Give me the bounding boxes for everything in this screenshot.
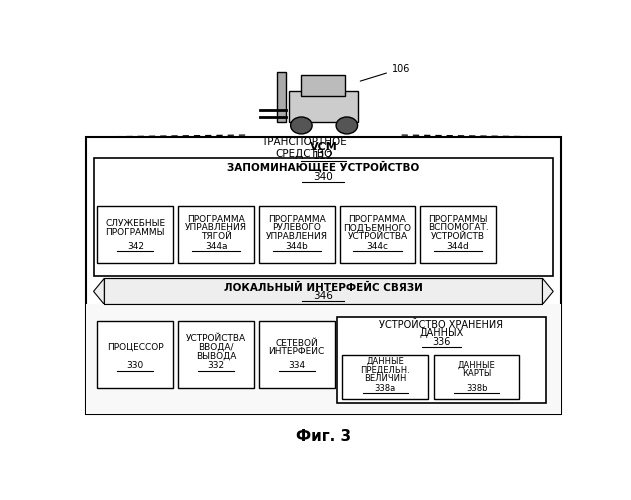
Text: 338b: 338b [466, 384, 487, 392]
Text: УСТРОЙСТВА: УСТРОЙСТВА [186, 334, 246, 344]
Text: ВЕЛИЧИН: ВЕЛИЧИН [364, 374, 406, 382]
Text: ПОДЪЕМНОГО: ПОДЪЕМНОГО [343, 224, 411, 232]
Text: ПРОГРАММА: ПРОГРАММА [348, 215, 406, 224]
FancyBboxPatch shape [97, 320, 174, 388]
Text: УСТРОЙСТВА: УСТРОЙСТВА [347, 232, 408, 241]
FancyBboxPatch shape [339, 206, 415, 264]
Text: 342: 342 [127, 242, 144, 251]
Text: УПРАВЛЕНИЯ: УПРАВЛЕНИЯ [185, 224, 247, 232]
FancyBboxPatch shape [420, 206, 496, 264]
Text: ДАННЫЕ: ДАННЫЕ [367, 357, 404, 366]
Text: 334: 334 [288, 362, 305, 370]
Text: КАРТЫ: КАРТЫ [462, 370, 492, 378]
Text: ВВОДА/: ВВОДА/ [198, 343, 234, 352]
Text: Фиг. 3: Фиг. 3 [296, 429, 351, 444]
Text: ПРОГРАММЫ: ПРОГРАММЫ [428, 215, 488, 224]
Text: ВСПОМОГАТ.: ВСПОМОГАТ. [428, 224, 488, 232]
Text: 340: 340 [314, 172, 333, 181]
Text: 344b: 344b [285, 242, 308, 251]
FancyBboxPatch shape [178, 320, 254, 388]
Text: 344c: 344c [367, 242, 389, 251]
FancyBboxPatch shape [93, 158, 553, 276]
Circle shape [336, 117, 358, 134]
Text: ПРОЦЕССОР: ПРОЦЕССОР [107, 343, 163, 352]
FancyBboxPatch shape [259, 206, 334, 264]
Text: 338a: 338a [375, 384, 396, 392]
FancyBboxPatch shape [97, 206, 174, 264]
Text: УСТРОЙСТВО ХРАНЕНИЯ: УСТРОЙСТВО ХРАНЕНИЯ [379, 320, 504, 330]
FancyBboxPatch shape [336, 317, 546, 404]
Text: РУЛЕВОГО: РУЛЕВОГО [273, 224, 321, 232]
Text: ТРАНСПОРТНОЕ
СРЕДСТВО: ТРАНСПОРТНОЕ СРЕДСТВО [261, 137, 346, 158]
Polygon shape [543, 278, 553, 304]
Text: 344d: 344d [447, 242, 469, 251]
Text: 346: 346 [314, 291, 333, 301]
Text: ТЯГОЙ: ТЯГОЙ [201, 232, 232, 241]
Text: ПРОГРАММА: ПРОГРАММА [187, 215, 245, 224]
Text: 336: 336 [432, 337, 451, 347]
Text: 330: 330 [127, 362, 144, 370]
Text: 112: 112 [313, 152, 334, 162]
FancyBboxPatch shape [86, 304, 560, 414]
Text: ДАННЫЕ: ДАННЫЕ [458, 361, 495, 370]
Text: VCM: VCM [310, 142, 337, 152]
Polygon shape [93, 278, 104, 304]
FancyBboxPatch shape [302, 74, 345, 96]
FancyBboxPatch shape [434, 354, 519, 399]
FancyBboxPatch shape [289, 91, 358, 122]
Text: ЛОКАЛЬНЫЙ ИНТЕРФЕЙС СВЯЗИ: ЛОКАЛЬНЫЙ ИНТЕРФЕЙС СВЯЗИ [224, 282, 423, 292]
Circle shape [291, 117, 312, 134]
Text: УПРАВЛЕНИЯ: УПРАВЛЕНИЯ [266, 232, 327, 241]
Text: ПРЕДЕЛЬН.: ПРЕДЕЛЬН. [360, 365, 410, 374]
FancyBboxPatch shape [178, 206, 254, 264]
Text: 344a: 344a [205, 242, 227, 251]
FancyBboxPatch shape [104, 278, 543, 304]
FancyBboxPatch shape [86, 137, 560, 414]
FancyBboxPatch shape [343, 354, 428, 399]
Text: 332: 332 [208, 362, 225, 370]
FancyBboxPatch shape [259, 320, 334, 388]
Text: СЕТЕВОЙ: СЕТЕВОЙ [275, 338, 318, 347]
Text: 106: 106 [360, 64, 410, 81]
Text: ПРОГРАММА: ПРОГРАММА [268, 215, 326, 224]
Text: ПРОГРАММЫ: ПРОГРАММЫ [105, 228, 165, 236]
Text: ДАННЫХ: ДАННЫХ [419, 328, 463, 338]
FancyBboxPatch shape [277, 72, 286, 122]
Text: ИНТЕРФЕИС: ИНТЕРФЕИС [269, 347, 325, 356]
Text: УСТРОЙСТВ: УСТРОЙСТВ [431, 232, 485, 241]
Text: ВЫВОДА: ВЫВОДА [196, 352, 236, 360]
Text: ЗАПОМИНАЮЩЕЕ УСТРОЙСТВО: ЗАПОМИНАЮЩЕЕ УСТРОЙСТВО [227, 161, 420, 172]
Text: СЛУЖЕБНЫЕ: СЛУЖЕБНЫЕ [105, 219, 165, 228]
